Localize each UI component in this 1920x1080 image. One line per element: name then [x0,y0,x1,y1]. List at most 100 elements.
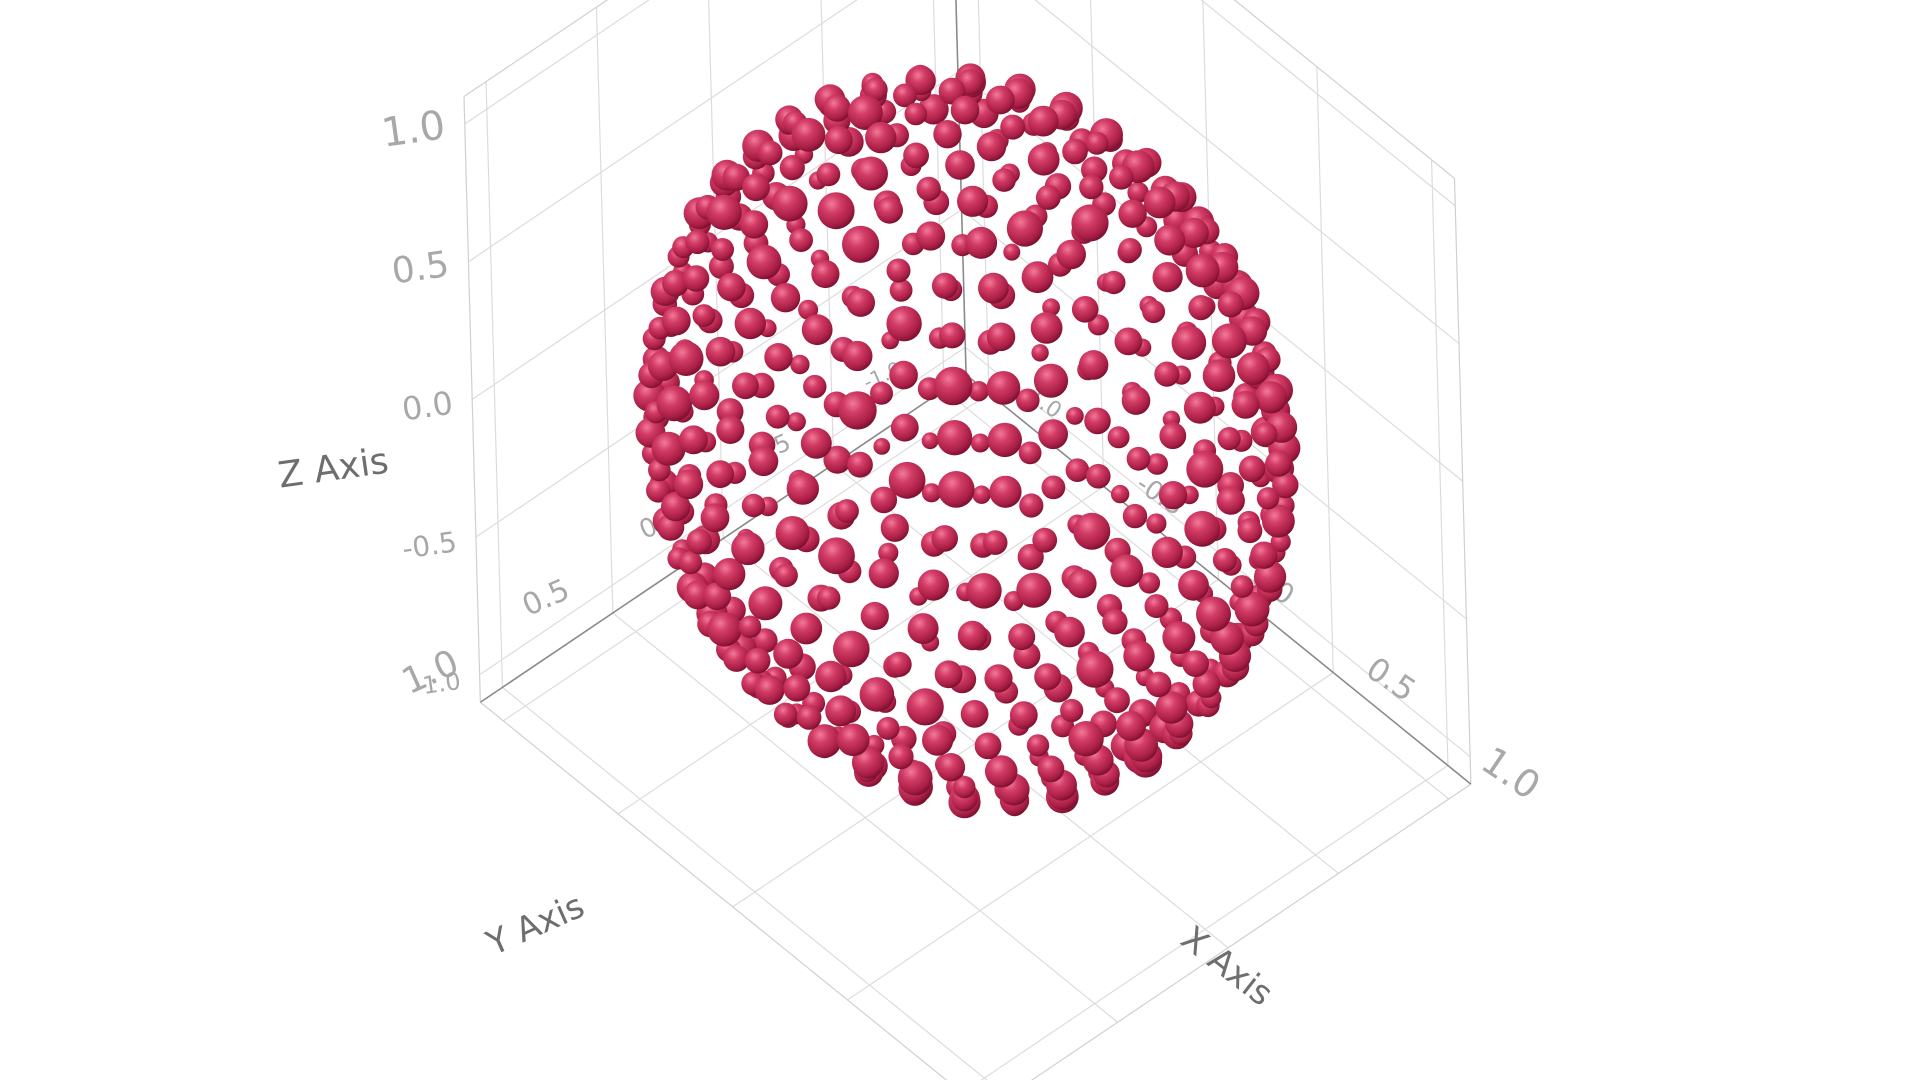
scatter-point [1196,596,1231,632]
scatter-point [790,612,823,645]
scatter-point [732,372,759,400]
scatter-point [817,192,855,230]
scatter-point [888,744,914,770]
scatter-point [968,381,989,402]
scatter-point [686,528,712,555]
wall-xz-gridline-z [1200,0,1456,207]
scatter-point [1076,650,1114,688]
scatter-point [783,674,811,702]
scatter-point [1056,239,1086,270]
scatter-point [886,651,912,678]
scatter-point [985,755,1018,788]
scatter-point [1018,441,1042,465]
scatter-point [921,483,942,503]
scatter-point [1065,458,1090,483]
scatter-point [1154,361,1180,387]
z-tick-label: -0.5 [400,525,459,565]
scatter-point [960,700,989,728]
scatter-point [801,314,833,346]
scatter-point [1102,609,1128,635]
scatter-point [966,573,1002,609]
scatter-point [1035,185,1061,210]
scatter-point [868,558,899,589]
scatter-point [1116,711,1146,741]
scatter-point [757,140,783,166]
scatter-point [854,156,888,191]
scatter-point [717,272,746,302]
scatter-point [1183,391,1216,424]
scatter-point [1143,186,1176,219]
scatter-point [742,173,770,202]
scatter-point [713,558,746,591]
scatter-point [807,724,842,758]
scatter-point [836,723,870,757]
scatter-point [846,288,875,317]
scatter-point [779,155,805,181]
scatter-point [800,427,832,459]
floor-gridline-x [847,671,1334,1001]
scatter-point [689,380,720,411]
scatter-point [1155,691,1188,724]
scatter-point [1027,105,1059,137]
scatter-point [1250,541,1278,569]
scatter-point [786,412,806,432]
scatter-point [786,472,819,505]
scatter-point [1008,623,1036,651]
scatter-point [1110,554,1144,588]
x-tick-label: 1.0 [1474,738,1549,808]
scatter-point [873,438,891,455]
scatter-point [1127,181,1149,204]
scatter-point [1152,262,1183,293]
scatter-point [661,491,691,522]
scatter-point [744,647,771,674]
scatter-point [906,688,944,726]
scatter-point [1104,687,1130,714]
scatter-point [1158,481,1188,510]
scatter-point [734,307,766,340]
x-axis-title: X Axis [1173,918,1280,1014]
scatter-point [816,162,841,187]
scatter-point [823,445,852,474]
scatter-point [916,221,946,251]
scatter-point [865,121,897,154]
scatter-point [1067,568,1097,599]
scatter-point [679,425,708,455]
scatter-point [824,126,853,155]
scatter-point [1123,640,1155,672]
scatter-point [880,513,909,542]
scatter-point [1126,446,1151,471]
scatter-point [764,343,793,372]
scatter-point [1027,143,1060,176]
scatter-point [987,422,1022,458]
scatter-point [1032,527,1058,553]
scatter-point [811,259,840,289]
scatter-point [847,451,873,478]
scatter-point [838,391,877,430]
scatter-markers [633,63,1301,819]
scatter-point [945,150,975,180]
scatter-point [774,563,798,588]
scatter-point [876,716,900,740]
scatter-point [970,433,990,453]
scatter-point [790,354,810,375]
scatter-point [662,270,689,297]
scatter-point [1234,591,1270,627]
wall-edge [1453,178,1472,785]
scatter-point [878,542,899,563]
scatter-point [1038,419,1068,450]
scatter-point [765,404,790,429]
scatter-point [1202,359,1236,393]
wall-xz-gridline-z [1034,0,1460,345]
scatter-point [705,336,736,367]
scatter-point [889,278,913,302]
scatter-point [907,66,936,95]
wall-yz-gridline-z [464,0,650,125]
scatter-point [1016,572,1052,608]
scatter-point [1162,621,1196,654]
scatter-point [937,471,975,508]
scatter-point [711,238,734,261]
scatter-point [731,531,765,566]
scatter-point [1146,453,1168,475]
scatter-point [976,131,1007,162]
floor-gridline-x [980,765,1449,1080]
